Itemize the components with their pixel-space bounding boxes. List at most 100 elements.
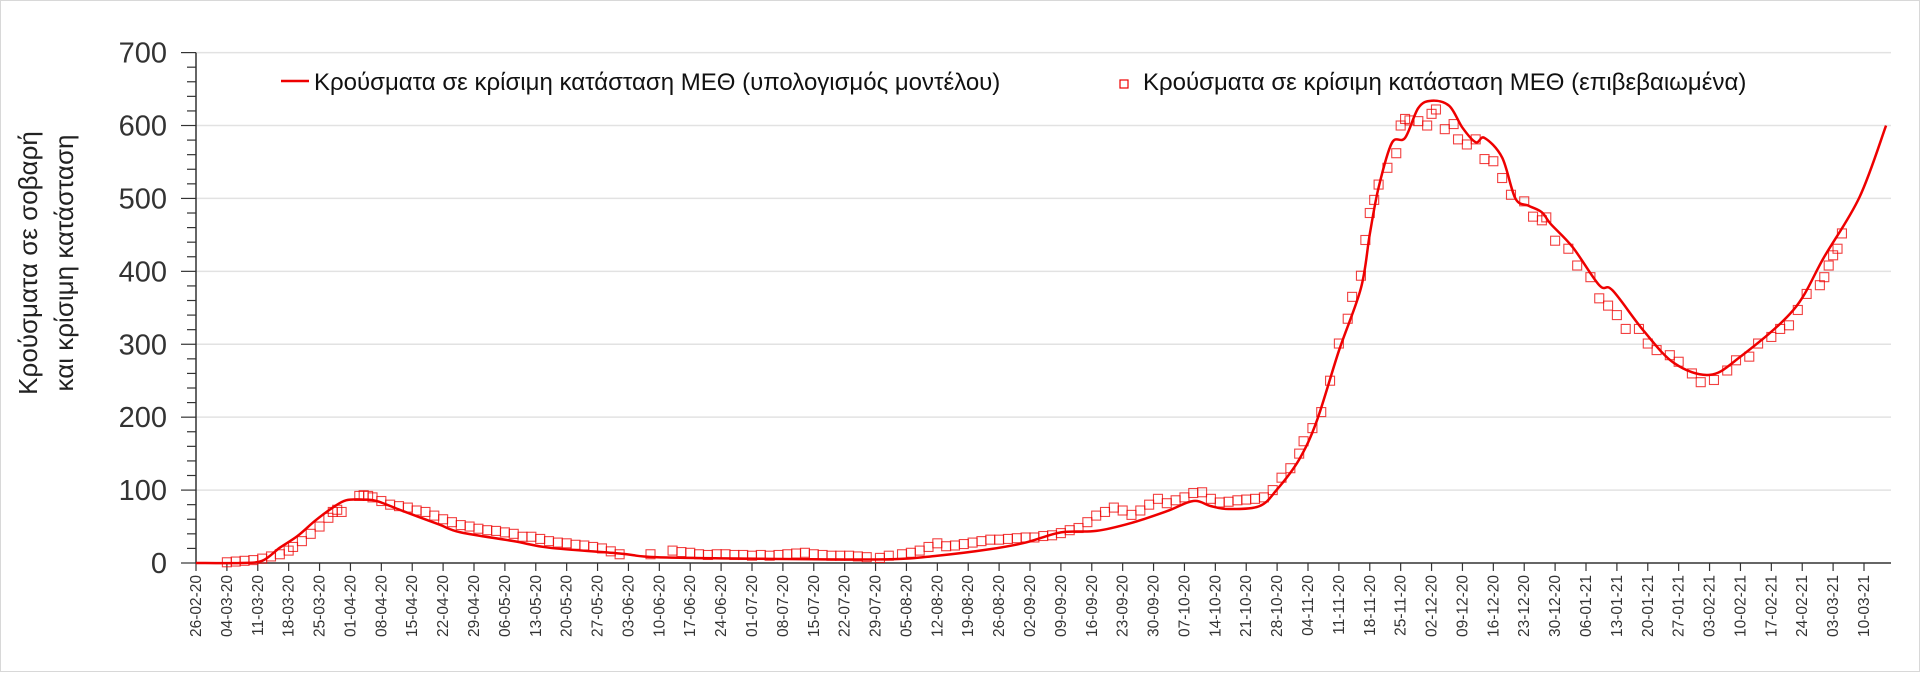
model-line xyxy=(195,99,1888,565)
confirmed-point xyxy=(667,545,678,556)
confirmed-point xyxy=(535,533,546,544)
y-axis-title: Κρούσματα σε σοβαρή και κρίσιμη κατάστασ… xyxy=(13,131,79,395)
confirmed-point xyxy=(464,521,475,532)
x-tick-label: 12-08-20 xyxy=(929,575,946,637)
x-tick-label: 16-09-20 xyxy=(1084,575,1101,637)
confirmed-point xyxy=(1002,533,1013,544)
x-tick-label: 13-01-21 xyxy=(1609,575,1626,637)
confirmed-point xyxy=(1258,492,1269,503)
confirmed-point xyxy=(1232,495,1243,506)
x-tick-label: 29-07-20 xyxy=(868,575,885,637)
y-tick-label: 100 xyxy=(119,475,167,507)
x-tick-label: 27-05-20 xyxy=(590,575,607,637)
x-tick-label: 03-02-21 xyxy=(1702,575,1719,637)
x-tick-label: 06-05-20 xyxy=(497,575,514,637)
confirmed-point xyxy=(1439,124,1450,135)
confirmed-point xyxy=(1620,323,1631,334)
confirmed-point xyxy=(1730,355,1742,366)
confirmed-point xyxy=(1108,502,1119,513)
confirmed-point xyxy=(1161,498,1172,509)
x-tick-label: 08-07-20 xyxy=(775,575,792,637)
x-tick-label: 16-12-20 xyxy=(1485,575,1502,637)
x-tick-label: 24-06-20 xyxy=(713,575,730,637)
confirmed-point xyxy=(1611,310,1622,321)
x-tick-label: 14-10-20 xyxy=(1207,575,1224,637)
legend-label-confirmed: Κρούσματα σε κρίσιμη κατάσταση ΜΕΘ (επιβ… xyxy=(1143,69,1746,96)
x-tick-label: 04-11-20 xyxy=(1300,575,1317,636)
x-tick-label: 23-09-20 xyxy=(1115,575,1132,637)
x-tick-label: 25-11-20 xyxy=(1393,575,1410,636)
confirmed-point xyxy=(1461,139,1472,150)
confirmed-point xyxy=(645,549,656,560)
x-tick-label: 02-12-20 xyxy=(1424,575,1441,637)
confirmed-point xyxy=(1832,243,1843,254)
confirmed-point xyxy=(1347,291,1358,302)
confirmed-point xyxy=(561,538,572,549)
x-tick-label: 03-06-20 xyxy=(620,575,637,637)
confirmed-point xyxy=(508,528,519,539)
confirmed-point xyxy=(1099,506,1111,518)
x-tick-label: 30-09-20 xyxy=(1146,575,1163,637)
confirmed-point xyxy=(1214,497,1225,508)
x-tick-label: 17-06-20 xyxy=(682,575,699,637)
confirmed-point xyxy=(1430,104,1442,115)
confirmed-point xyxy=(1819,272,1830,283)
confirmed-point xyxy=(1488,156,1499,167)
confirmed-point xyxy=(420,506,431,518)
confirmed-point xyxy=(411,505,422,516)
x-tick-label: 20-01-21 xyxy=(1640,575,1657,637)
x-tick-label: 22-04-20 xyxy=(435,575,452,637)
confirmed-point xyxy=(314,521,325,532)
confirmed-point xyxy=(976,536,987,547)
confirmed-point xyxy=(296,536,307,547)
x-tick-label: 23-12-20 xyxy=(1516,575,1533,637)
y-axis-title-line-1: Κρούσματα σε σοβαρή xyxy=(13,131,43,395)
x-tick-label: 02-09-20 xyxy=(1022,575,1039,637)
confirmed-point xyxy=(676,547,687,558)
x-tick-label: 27-01-21 xyxy=(1671,575,1688,637)
gridlines xyxy=(196,51,1891,491)
confirmed-point xyxy=(1479,154,1490,165)
x-tick-label: 11-11-20 xyxy=(1331,575,1348,635)
x-tick-label: 17-02-21 xyxy=(1763,575,1780,637)
confirmed-point xyxy=(1179,492,1190,503)
confirmed-point xyxy=(1594,293,1605,304)
confirmed-point xyxy=(791,548,802,559)
x-tick-label: 09-09-20 xyxy=(1053,575,1070,637)
x-tick-label: 15-04-20 xyxy=(404,575,421,637)
x-tick-label: 26-08-20 xyxy=(991,575,1008,637)
confirmed-point xyxy=(1391,148,1402,159)
confirmed-point xyxy=(446,517,457,528)
y-tick-label: 600 xyxy=(119,111,167,143)
x-axis: 26-02-20 04-03-20 11-03-20 18-03-20 25-03-20… xyxy=(188,562,1891,637)
legend: Κρούσματα σε κρίσιμη κατάσταση ΜΕΘ (υπολ… xyxy=(281,69,1746,96)
confirmed-point xyxy=(570,539,581,550)
x-tick-label: 09-12-20 xyxy=(1454,575,1471,637)
y-tick-label: 400 xyxy=(119,256,167,288)
confirmed-point xyxy=(1642,338,1653,349)
confirmed-point xyxy=(482,525,493,536)
confirmed-point xyxy=(336,506,347,518)
confirmed-point xyxy=(1452,134,1464,145)
confirmed-point xyxy=(288,541,299,553)
confirmed-point xyxy=(526,531,537,542)
x-tick-label: 30-12-20 xyxy=(1547,575,1564,637)
confirmed-point xyxy=(1550,235,1561,246)
confirmed-point xyxy=(685,547,696,558)
confirmed-point xyxy=(941,541,952,552)
x-tick-label: 07-10-20 xyxy=(1176,575,1193,637)
x-tick-label: 18-03-20 xyxy=(281,575,298,637)
confirmed-point xyxy=(1823,260,1834,271)
x-tick-label: 15-07-20 xyxy=(806,575,823,637)
confirmed-point xyxy=(958,538,969,550)
x-tick-label: 05-08-20 xyxy=(898,575,915,637)
x-tick-label: 28-10-20 xyxy=(1269,575,1286,637)
confirmed-point xyxy=(1422,120,1433,131)
x-tick-label: 21-10-20 xyxy=(1238,575,1255,637)
confirmed-point xyxy=(1223,496,1234,507)
x-tick-label: 25-03-20 xyxy=(312,575,329,637)
confirmed-point xyxy=(473,523,484,534)
legend-square-swatch xyxy=(1119,79,1129,89)
